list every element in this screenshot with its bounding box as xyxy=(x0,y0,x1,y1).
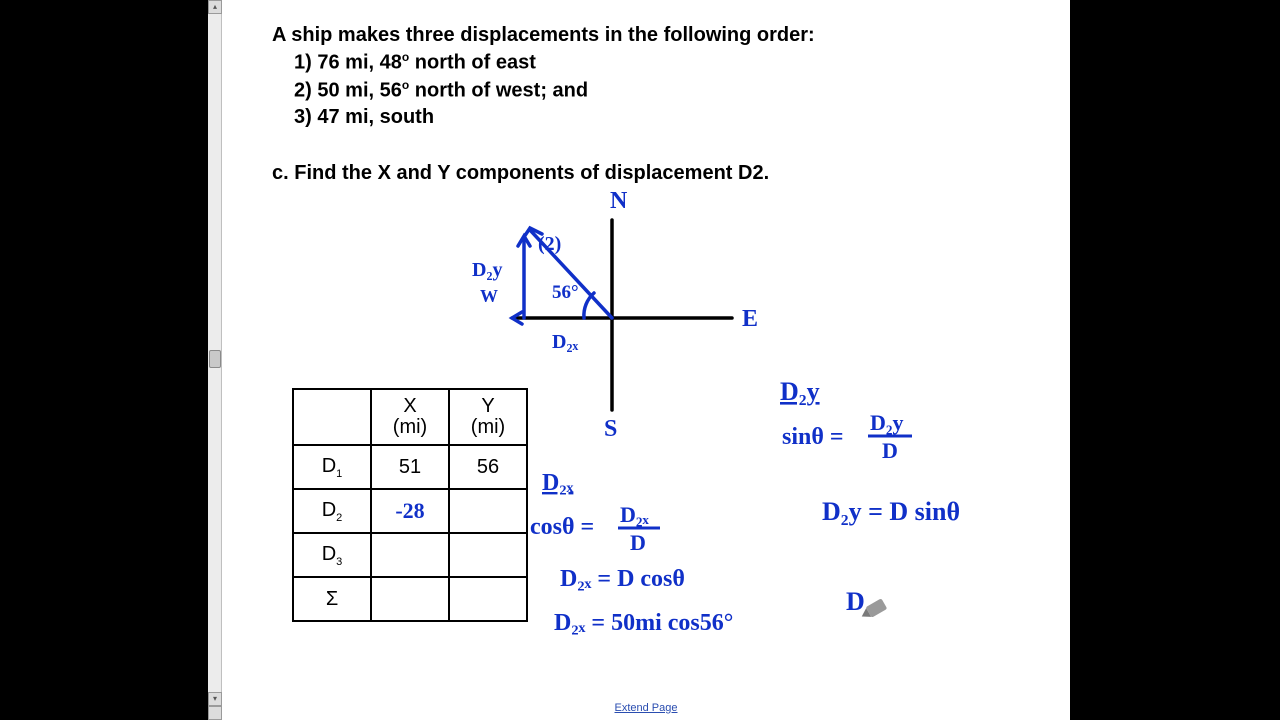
work-right-2: D₂y = D sinθ xyxy=(822,497,960,526)
work-left-3: D₂ₓ = 50mi cos56° xyxy=(554,610,733,636)
letterbox-left xyxy=(0,0,208,720)
whiteboard-page: A ship makes three displacements in the … xyxy=(222,0,1070,720)
table-row: Σ xyxy=(293,577,527,621)
table-header-x: X(mi) xyxy=(371,389,449,445)
label-S: S xyxy=(604,416,617,442)
table-header-row: X(mi) Y(mi) xyxy=(293,389,527,445)
work-left-2: D₂ₓ = D cosθ xyxy=(560,566,685,592)
app-vertical-scrollbar[interactable]: ▴ ▾ xyxy=(208,0,222,720)
label-E: E xyxy=(742,306,758,332)
work-left-1: cosθ = xyxy=(530,514,594,540)
scroll-corner xyxy=(208,706,222,720)
work-left-head: D₂ₓ xyxy=(542,470,574,496)
work-left-1-num: D₂ₓ xyxy=(620,502,649,527)
scroll-up-button[interactable]: ▴ xyxy=(208,0,222,14)
work-right-1: sinθ = xyxy=(782,424,844,450)
video-stage: ▴ ▾ A ship makes three displacements in … xyxy=(208,0,1070,720)
work-right-1-num: D₂y xyxy=(870,410,903,435)
label-W: W xyxy=(480,286,498,306)
table-row: D2 -28 xyxy=(293,489,527,533)
components-table: X(mi) Y(mi) D1 51 56 D2 -28 D3 xyxy=(292,388,528,622)
table-row: D3 xyxy=(293,533,527,577)
scroll-down-button[interactable]: ▾ xyxy=(208,692,222,706)
label-D2y: D₂y xyxy=(472,259,502,281)
work-right-1-den: D xyxy=(882,438,898,463)
letterbox-right xyxy=(1070,0,1280,720)
label-angle: 56° xyxy=(552,282,579,303)
table-row: D1 51 56 xyxy=(293,445,527,489)
label-vec2: (2) xyxy=(538,233,561,255)
table-header-blank xyxy=(293,389,371,445)
table-header-y: Y(mi) xyxy=(449,389,527,445)
work-right-head: D₂y xyxy=(780,377,820,406)
extend-page-link[interactable]: Extend Page xyxy=(222,702,1070,714)
label-N: N xyxy=(610,188,628,214)
work-left-1-den: D xyxy=(630,530,646,555)
scroll-thumb[interactable] xyxy=(209,350,221,368)
label-D2x: D₂ₓ xyxy=(552,331,578,353)
